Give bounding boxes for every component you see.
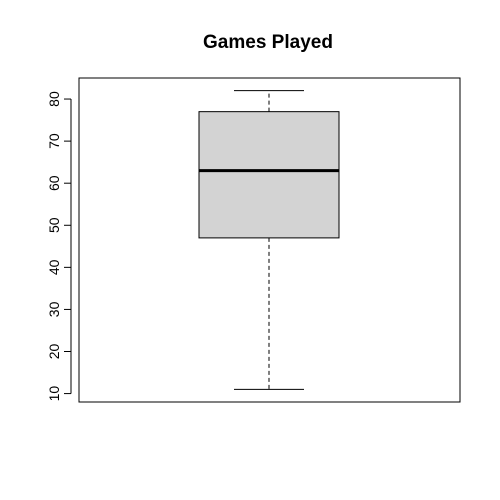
y-tick-label: 30 — [46, 301, 62, 317]
y-tick-label: 60 — [46, 175, 62, 191]
y-tick-label: 40 — [46, 259, 62, 275]
chart-title: Games Played — [203, 32, 333, 53]
y-tick-label: 70 — [46, 133, 62, 149]
y-tick-label: 10 — [46, 386, 62, 402]
iqr-box — [198, 111, 340, 239]
plot-frame — [78, 77, 461, 403]
y-tick-label: 20 — [46, 344, 62, 360]
y-tick-label: 50 — [46, 217, 62, 233]
y-axis: 10 20 30 40 50 60 70 80 — [46, 91, 72, 402]
y-tick-label: 80 — [46, 91, 62, 107]
box-plot — [198, 90, 340, 390]
